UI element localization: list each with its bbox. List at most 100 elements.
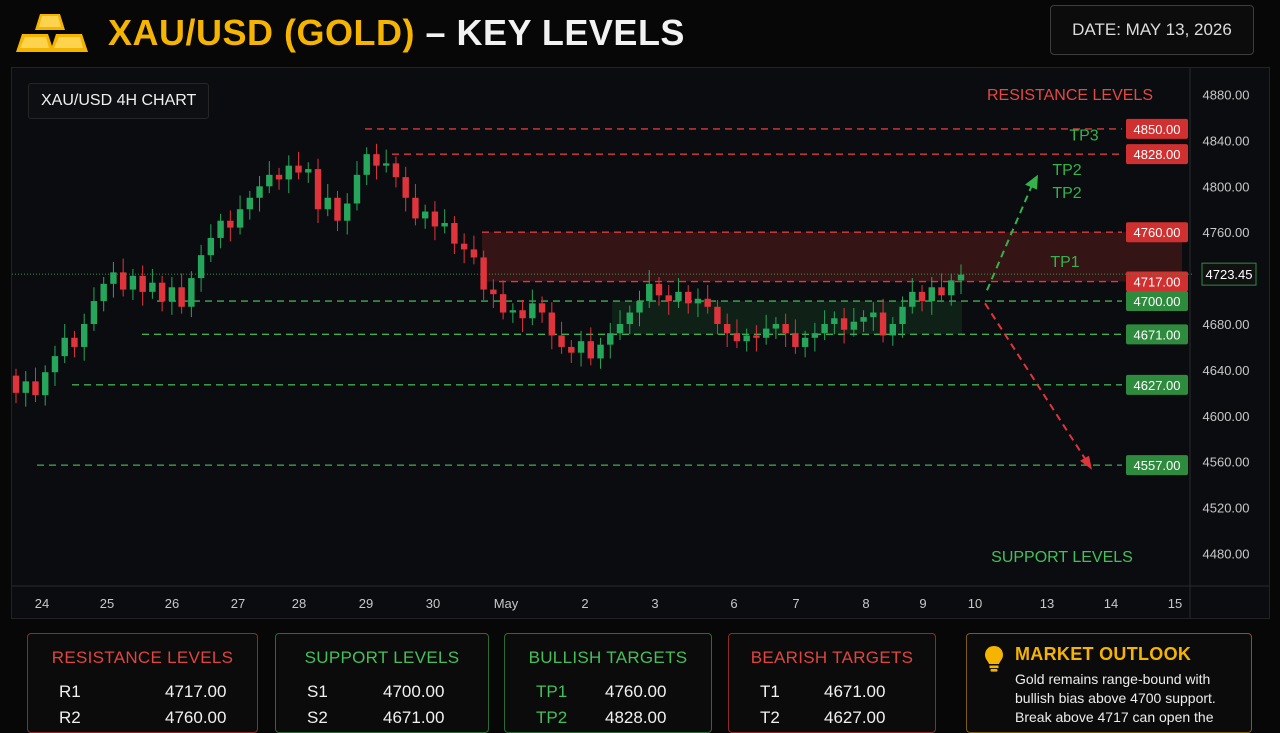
page-title: XAU/USD (GOLD) – KEY LEVELS (108, 12, 685, 54)
candle-body (275, 174, 283, 180)
candle-body (314, 169, 322, 210)
candle-body (870, 312, 877, 318)
candle-body (509, 310, 517, 313)
x-tick-label: 29 (359, 596, 373, 611)
candle-body (188, 278, 195, 307)
support-value: 4671.00 (383, 708, 445, 727)
resistance-key: R1 (59, 682, 81, 701)
candle-body (305, 169, 312, 173)
candle-body (119, 272, 127, 290)
candle-body (646, 283, 653, 302)
bearish-arrowhead (1080, 455, 1092, 470)
current-price-tag (1201, 262, 1257, 286)
candle-body (480, 257, 487, 290)
candle-body (12, 375, 20, 393)
current-price-label: 4723.45 (1206, 267, 1253, 282)
x-tick-label: May (494, 596, 519, 611)
bullish-path-arrow (986, 180, 1035, 291)
support-price-label: 4557.00 (1134, 458, 1181, 473)
candle-body (753, 335, 760, 338)
candle-body (373, 154, 380, 166)
y-tick-label: 4640.00 (1203, 363, 1250, 378)
candle-body (256, 186, 263, 198)
candle-body (324, 197, 331, 210)
y-tick-label: 4480.00 (1203, 547, 1250, 562)
candle-body (685, 291, 692, 304)
x-tick-label: 14 (1104, 596, 1118, 611)
candle-body (71, 337, 78, 347)
candle-body (158, 282, 166, 302)
candle-body (733, 333, 741, 342)
candle-body (217, 220, 224, 238)
candle-body (694, 298, 702, 304)
candle-body (383, 163, 390, 166)
candle-body (499, 294, 507, 313)
support-price-label: 4671.00 (1134, 327, 1181, 342)
candle-body (129, 275, 137, 290)
candle-body (948, 280, 955, 296)
bullish-arrowhead (1025, 174, 1038, 190)
title-suffix: – KEY LEVELS (425, 12, 685, 53)
support-price-tag (1126, 324, 1188, 345)
candle-body (792, 333, 799, 347)
bearish-targets-panel: BEARISH TARGETS T1 4671.00 T2 4627.00 (728, 633, 936, 733)
candle-body (334, 197, 341, 221)
support-panel-title: SUPPORT LEVELS (304, 648, 460, 667)
target-label: TP2 (1052, 162, 1081, 179)
x-tick-label: 25 (100, 596, 114, 611)
bearish-key: T1 (760, 682, 780, 701)
resistance-key: R2 (59, 708, 81, 727)
x-tick-label: 6 (730, 596, 737, 611)
candle-body (402, 177, 409, 198)
bearish-path-arrow (984, 302, 1088, 463)
candle-body (928, 287, 935, 302)
candle-body (460, 243, 468, 250)
candle-body (811, 333, 819, 338)
support-price-label: 4700.00 (1134, 294, 1181, 309)
resistance-panel-title: RESISTANCE LEVELS (51, 648, 234, 667)
x-tick-label: 3 (651, 596, 658, 611)
bullish-key: TP2 (536, 708, 568, 727)
resistance-zone (482, 232, 1182, 282)
candle-body (207, 237, 215, 256)
candle-body (723, 324, 731, 334)
support-levels-title: SUPPORT LEVELS (991, 549, 1133, 566)
candle-body (636, 301, 643, 313)
candlestick-chart: 4480.00 4520.00 4560.00 4600.00 4640.00 4680.… (12, 68, 1269, 618)
y-tick-label: 4520.00 (1203, 501, 1250, 516)
candle-body (441, 223, 448, 227)
price-chart: 4480.00 4520.00 4560.00 4600.00 4640.00 4680.… (11, 67, 1270, 619)
y-tick-label: 4600.00 (1203, 409, 1250, 424)
candle-body (558, 335, 565, 347)
resistance-value: 4760.00 (165, 708, 227, 727)
bearish-value: 4627.00 (824, 708, 886, 727)
candle-body (577, 341, 585, 353)
candle-body (831, 318, 838, 324)
candle-body (246, 197, 254, 210)
candle-body (675, 291, 682, 302)
resistance-levels-title: RESISTANCE LEVELS (987, 87, 1153, 104)
bullish-value: 4760.00 (605, 682, 667, 701)
bullish-targets-panel: BULLISH TARGETS TP1 4760.00 TP2 4828.00 (504, 633, 712, 733)
candle-body (451, 223, 458, 244)
candle-body (80, 324, 88, 347)
support-key: S2 (307, 708, 328, 727)
resistance-price-label: 4760.00 (1134, 225, 1181, 240)
candle-body (538, 303, 546, 313)
candle-body (529, 303, 536, 319)
bearish-panel-title: BEARISH TARGETS (750, 648, 914, 667)
date-badge: DATE: MAY 13, 2026 (1050, 5, 1254, 55)
x-tick-label: 2 (581, 596, 588, 611)
candle-body (801, 337, 809, 347)
resistance-price-label: 4850.00 (1134, 122, 1181, 137)
bearish-value: 4671.00 (824, 682, 886, 701)
bullish-key: TP1 (536, 682, 568, 701)
target-label: TP1 (1050, 254, 1079, 271)
x-tick-label: 28 (292, 596, 306, 611)
x-tick-label: 7 (792, 596, 799, 611)
candle-body (957, 274, 965, 281)
candle-body (918, 291, 926, 302)
resistance-price-label: 4828.00 (1134, 147, 1181, 162)
x-tick-label: 10 (968, 596, 982, 611)
candle-body (285, 165, 292, 180)
